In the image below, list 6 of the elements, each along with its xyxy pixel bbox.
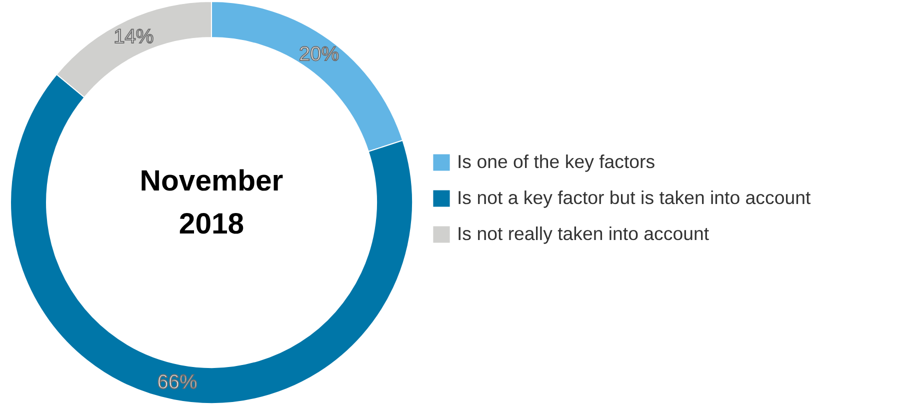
- legend-label: Is not a key factor but is taken into account: [457, 187, 811, 209]
- legend-label: Is not really taken into account: [457, 223, 710, 245]
- text: November 2018: [140, 164, 284, 240]
- legend-label: Is one of the key factors: [457, 151, 656, 173]
- data-label: 20%: [299, 43, 340, 66]
- data-label: 66%: [157, 371, 198, 394]
